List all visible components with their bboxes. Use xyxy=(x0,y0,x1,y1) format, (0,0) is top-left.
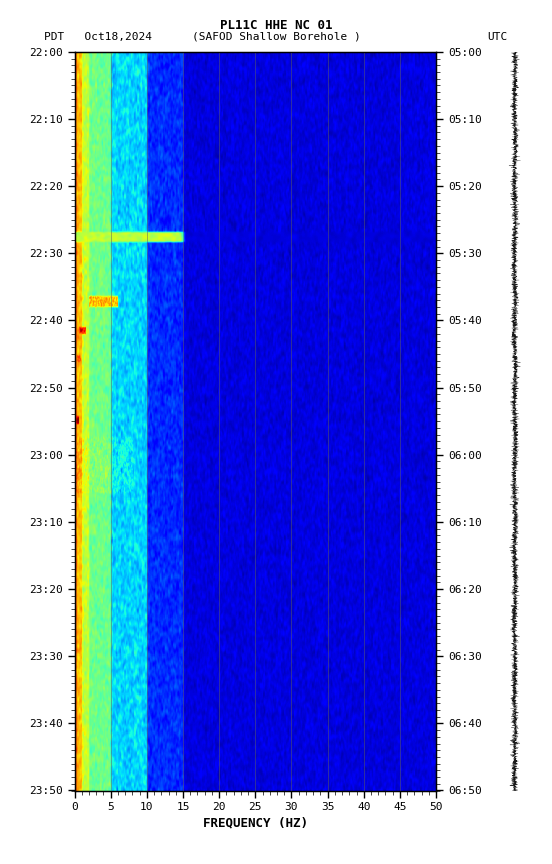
Text: (SAFOD Shallow Borehole ): (SAFOD Shallow Borehole ) xyxy=(192,32,360,42)
X-axis label: FREQUENCY (HZ): FREQUENCY (HZ) xyxy=(203,816,308,829)
Text: PL11C HHE NC 01: PL11C HHE NC 01 xyxy=(220,19,332,32)
Text: UTC: UTC xyxy=(487,32,508,42)
Text: PDT   Oct18,2024: PDT Oct18,2024 xyxy=(44,32,152,42)
